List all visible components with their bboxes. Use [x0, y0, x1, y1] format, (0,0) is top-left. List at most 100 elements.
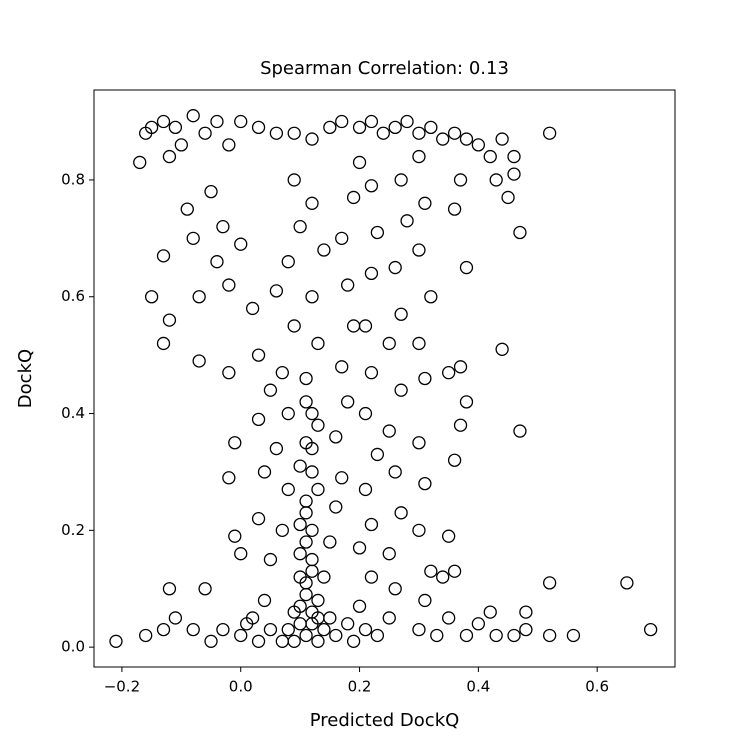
scatter-point — [341, 278, 355, 292]
scatter-point — [388, 582, 402, 596]
scatter-point — [483, 149, 497, 164]
scatter-point — [412, 243, 426, 257]
scatter-point — [269, 284, 284, 298]
scatter-point — [388, 120, 402, 135]
scatter-point — [388, 260, 402, 275]
scatter-point — [543, 126, 557, 140]
scatter-point — [358, 482, 373, 497]
scatter-point — [388, 465, 402, 479]
scatter-point — [412, 149, 426, 164]
scatter-point — [192, 354, 206, 368]
scatter-point — [299, 535, 313, 549]
scatter-point — [251, 120, 266, 135]
scatter-point — [317, 243, 331, 257]
scatter-point — [543, 576, 557, 590]
scatter-point — [222, 366, 236, 380]
scatter-point — [329, 628, 343, 643]
scatter-point — [299, 506, 313, 520]
scatter-point — [293, 547, 307, 561]
scatter-point — [257, 465, 272, 479]
scatter-point — [275, 523, 289, 537]
scatter-point — [370, 628, 385, 643]
scatter-point — [442, 611, 456, 625]
scatter-point — [483, 605, 497, 619]
scatter-point — [293, 220, 307, 234]
scatter-point — [317, 570, 331, 584]
scatter-point — [382, 547, 396, 561]
scatter-point — [234, 237, 248, 251]
scatter-point — [156, 622, 171, 637]
scatter-point — [311, 482, 325, 497]
scatter-point — [436, 132, 450, 146]
scatter-point — [168, 611, 183, 625]
scatter-point — [216, 220, 230, 234]
scatter-point — [352, 599, 367, 613]
scatter-point — [186, 231, 200, 245]
scatter-point — [204, 634, 218, 648]
scatter-point — [257, 593, 272, 608]
scatter-point — [305, 290, 319, 304]
scatter-point — [447, 564, 462, 578]
scatter-point — [228, 529, 242, 543]
y-tick-label: 0.4 — [61, 404, 85, 422]
scatter-point — [442, 529, 456, 543]
scatter-point — [299, 628, 313, 643]
scatter-point — [453, 360, 468, 374]
scatter-point — [370, 225, 385, 240]
scatter-point — [305, 196, 319, 210]
scatter-point — [156, 336, 171, 351]
scatter-point — [311, 336, 325, 351]
scatter-point — [513, 225, 527, 240]
scatter-point — [281, 622, 295, 637]
scatter-point — [299, 576, 313, 590]
scatter-point — [352, 155, 367, 170]
scatter-point — [412, 523, 426, 537]
scatter-point — [352, 541, 367, 555]
scatter-point — [168, 120, 183, 135]
scatter-point — [293, 459, 307, 473]
scatter-point — [281, 255, 295, 269]
y-tick-label: 0.6 — [61, 287, 85, 305]
scatter-point — [251, 412, 266, 427]
scatter-point — [317, 622, 331, 637]
scatter-point — [198, 582, 212, 596]
y-axis-label: DockQ — [15, 349, 36, 408]
scatter-point — [245, 301, 260, 316]
scatter-point — [447, 126, 462, 140]
scatter-point — [412, 436, 426, 450]
x-tick-label: 0.6 — [585, 678, 609, 696]
scatter-point — [453, 418, 468, 432]
scatter-point — [382, 336, 396, 351]
scatter-point — [418, 371, 432, 386]
scatter-point — [329, 430, 343, 444]
scatter-point — [489, 173, 503, 187]
scatter-point — [352, 120, 367, 135]
x-tick-label: −0.2 — [104, 678, 140, 696]
scatter-point — [459, 628, 474, 643]
scatter-point — [424, 564, 438, 578]
scatter-point — [335, 360, 349, 374]
scatter-point — [281, 482, 295, 497]
scatter-point — [228, 436, 242, 450]
y-tick-label: 0.2 — [61, 521, 85, 539]
scatter-point — [269, 126, 284, 140]
scatter-point — [299, 371, 313, 386]
scatter-point — [519, 605, 533, 619]
scatter-point — [335, 471, 349, 485]
scatter-point — [346, 190, 361, 205]
scatter-point — [418, 593, 432, 608]
scatter-point — [251, 512, 266, 526]
scatter-point — [222, 471, 236, 485]
scatter-point — [156, 114, 171, 129]
scatter-point — [495, 132, 509, 146]
scatter-point — [263, 552, 278, 567]
scatter-point — [269, 441, 284, 456]
scatter-point — [436, 570, 450, 584]
scatter-point — [364, 179, 379, 193]
scatter-point — [382, 611, 396, 625]
scatter-point — [210, 114, 224, 129]
scatter-point — [305, 441, 319, 456]
scatter-point — [643, 622, 658, 637]
x-tick-label: 0.4 — [466, 678, 490, 696]
